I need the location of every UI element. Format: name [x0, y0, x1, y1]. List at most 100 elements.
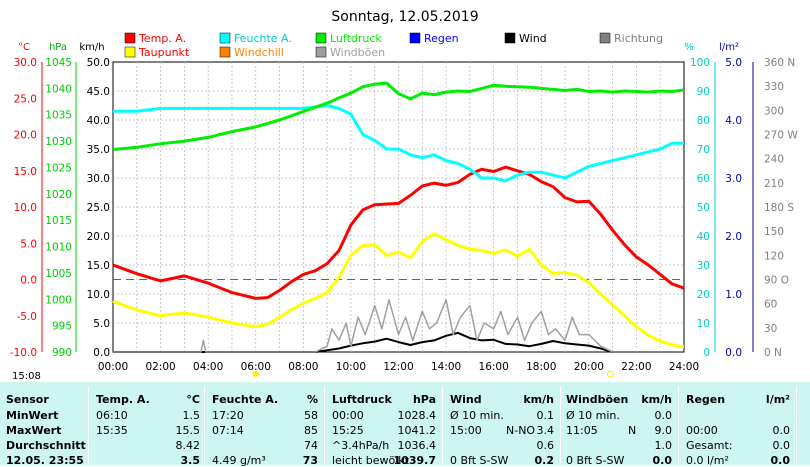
sunset-icon	[607, 371, 613, 377]
stats-cell-press-v: 1039.7	[392, 454, 436, 467]
tick-label-direction: 90 O	[764, 275, 789, 287]
tick-label-rain_lm2: 0.0	[725, 347, 742, 359]
axis-unit-rain: l/m²	[719, 42, 739, 53]
column-divider	[204, 386, 205, 465]
legend-swatch	[316, 47, 326, 57]
sunrise-icon	[253, 371, 259, 377]
tick-label-direction: 0 N	[764, 347, 782, 359]
stats-cell-wind-t: 0 Bft S-SW	[450, 454, 510, 467]
stats-cell-gust-v: 9.0	[646, 424, 672, 437]
legend-label: Regen	[424, 32, 459, 45]
stats-cell-hum-v: 74	[270, 439, 318, 452]
tick-label-pressure_hpa: 1045	[45, 57, 72, 69]
legend-label: Feuchte A.	[234, 32, 292, 45]
stats-cell-rain-v: 0.0	[750, 424, 790, 437]
x-tick-label: 18:00	[526, 361, 556, 373]
tick-label-humidity_pct: 90	[697, 86, 710, 98]
legend-label: Wind	[519, 32, 547, 45]
legend-swatch	[220, 47, 230, 57]
header-humidity: Feuchte A.	[212, 393, 278, 406]
legend-label: Windchill	[234, 46, 284, 59]
legend-swatch	[410, 33, 420, 43]
stats-cell-wind-v: 3.4	[530, 424, 554, 437]
weather-chart: Sonntag, 12.05.2019Temp. A. Feuchte A. Luf…	[0, 0, 810, 382]
stats-cell-rain-v: 0.0	[750, 439, 790, 452]
header-wind: Wind	[450, 393, 482, 406]
stats-cell-rain-t: 0.0 l/m²	[686, 454, 746, 467]
tick-label-wind_kmh: 0.0	[93, 347, 110, 359]
tick-label-wind_kmh: 45.0	[87, 86, 110, 98]
tick-label-humidity_pct: 80	[697, 115, 710, 127]
tick-label-wind_kmh: 15.0	[87, 260, 110, 272]
stats-cell-wind-t: Ø 10 min.	[450, 409, 510, 422]
stats-cell-hum-v: 58	[270, 409, 318, 422]
stats-cell-temp-v: 1.5	[150, 409, 200, 422]
tick-label-direction: 270 W	[764, 130, 798, 142]
stats-cell-press-v: 1036.4	[392, 439, 436, 452]
x-tick-label: 02:00	[145, 361, 175, 373]
tick-label-pressure_hpa: 1035	[45, 110, 72, 122]
tick-label-direction: 330	[764, 81, 784, 93]
legend-swatch	[600, 33, 610, 43]
header-sensor: Sensor	[6, 393, 49, 406]
tick-label-wind_kmh: 10.0	[87, 289, 110, 301]
tick-label-temp_c: 5.0	[20, 238, 37, 250]
legend-label: Windböen	[330, 46, 385, 59]
stats-cell-label: MaxWert	[6, 424, 86, 437]
stats-cell-press-v: 1028.4	[392, 409, 436, 422]
stats-cell-label: Durchschnitt	[6, 439, 86, 452]
tick-label-temp_c: 25.0	[14, 93, 37, 105]
stats-cell-temp-t: 15:35	[96, 424, 156, 437]
tick-label-rain_lm2: 3.0	[725, 173, 742, 185]
tick-label-wind_kmh: 40.0	[87, 115, 110, 127]
tick-label-pressure_hpa: 1000	[45, 294, 72, 306]
header-pressure: Luftdruck	[332, 393, 392, 406]
axis-unit-wind: km/h	[79, 42, 104, 53]
tick-label-temp_c: -5.0	[17, 311, 38, 323]
tick-label-pressure_hpa: 1025	[45, 162, 72, 174]
tick-label-pressure_hpa: 1040	[45, 83, 72, 95]
stats-cell-temp-v: 3.5	[150, 454, 200, 467]
tick-label-direction: 150	[764, 226, 784, 238]
x-tick-label: 16:00	[479, 361, 509, 373]
x-tick-label: 20:00	[574, 361, 604, 373]
stats-cell-press-v: 1041.2	[392, 424, 436, 437]
tick-label-humidity_pct: 0	[703, 347, 710, 359]
stats-cell-gust-v: 0.0	[646, 454, 672, 467]
column-divider	[678, 386, 679, 465]
stats-table: Sensor Temp. A. °C Feuchte A. % Luftdruc…	[0, 382, 810, 465]
axis-unit-humidity: %	[684, 42, 694, 53]
stats-cell-gust-t: 0 Bft S-SW	[566, 454, 626, 467]
tick-label-wind_kmh: 35.0	[87, 144, 110, 156]
axis-unit-pressure: hPa	[49, 42, 67, 53]
column-divider	[88, 386, 89, 465]
tick-label-humidity_pct: 70	[697, 144, 710, 156]
column-divider	[560, 386, 561, 465]
x-tick-label: 08:00	[288, 361, 318, 373]
stats-cell-temp-t: 06:10	[96, 409, 156, 422]
stats-cell-temp-v: 8.42	[150, 439, 200, 452]
x-tick-label: 10:00	[336, 361, 366, 373]
tick-label-wind_kmh: 5.0	[93, 318, 110, 330]
current-time-label: 15:08	[12, 371, 41, 382]
legend-label: Richtung	[614, 32, 663, 45]
header-humidity-unit: %	[290, 393, 318, 406]
tick-label-wind_kmh: 25.0	[87, 202, 110, 214]
legend-swatch	[505, 33, 515, 43]
tick-label-rain_lm2: 5.0	[725, 57, 742, 69]
legend-swatch	[125, 47, 135, 57]
tick-label-direction: 30	[764, 323, 777, 335]
tick-label-pressure_hpa: 1005	[45, 268, 72, 280]
tick-label-humidity_pct: 30	[697, 260, 710, 272]
column-divider	[324, 386, 325, 465]
tick-label-wind_kmh: 30.0	[87, 173, 110, 185]
tick-label-pressure_hpa: 1015	[45, 215, 72, 227]
stats-cell-gust-t: 11:05	[566, 424, 626, 437]
header-gust-unit: km/h	[626, 393, 672, 406]
stats-cell-rain-v: 0.0	[750, 454, 790, 467]
tick-label-rain_lm2: 4.0	[725, 115, 742, 127]
stats-cell-label: MinWert	[6, 409, 86, 422]
tick-label-pressure_hpa: 1010	[45, 242, 72, 254]
stats-cell-gust-v: 0.0	[646, 409, 672, 422]
header-temp-unit: °C	[170, 393, 200, 406]
